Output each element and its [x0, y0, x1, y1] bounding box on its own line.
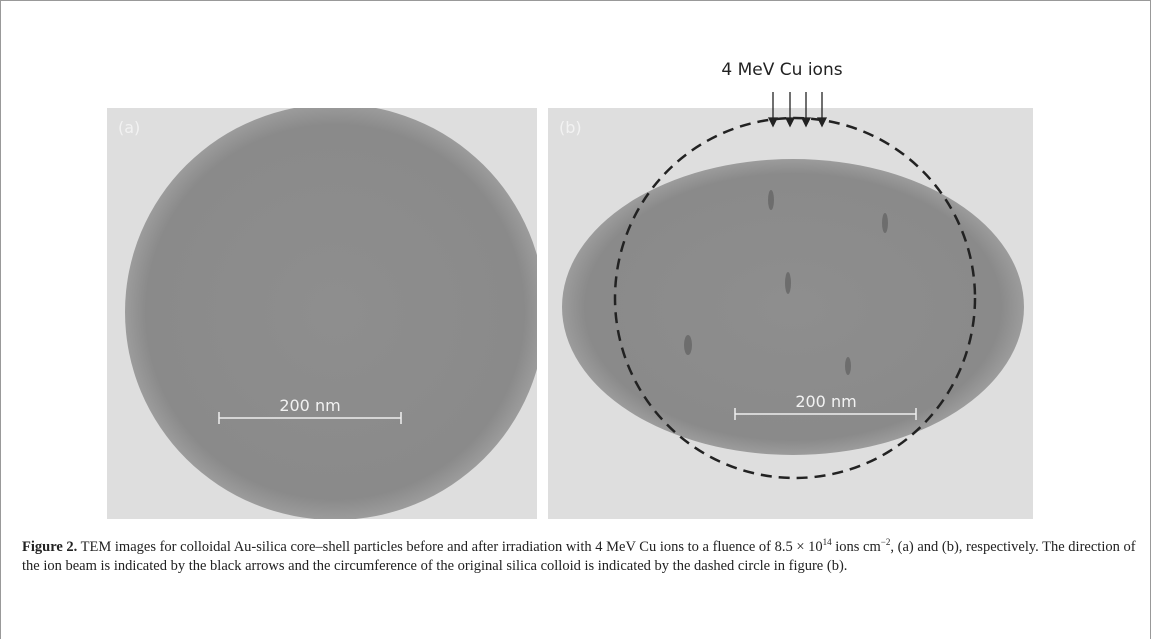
caption-exponent: −2	[881, 537, 891, 547]
page: (a) 200 nm (b) 200 nm 4 MeV Cu ions Figu…	[0, 0, 1153, 639]
panel-b: (b) 200 nm	[548, 108, 1033, 519]
caption-exponent: 14	[823, 537, 832, 547]
beam-label: 4 MeV Cu ions	[721, 60, 842, 80]
au-core	[882, 213, 888, 233]
particle	[125, 104, 545, 520]
au-core	[845, 357, 851, 375]
figure: (a) 200 nm (b) 200 nm 4 MeV Cu ions	[0, 0, 1153, 530]
panel-label: (b)	[559, 118, 582, 137]
particle	[562, 159, 1024, 455]
panel-a: (a) 200 nm	[107, 104, 545, 520]
caption-label: Figure 2.	[22, 539, 77, 555]
caption-text: ions cm	[832, 539, 881, 555]
au-core	[785, 272, 791, 294]
scale-label: 200 nm	[279, 396, 340, 415]
au-core	[768, 190, 774, 210]
caption: Figure 2. TEM images for colloidal Au-si…	[22, 538, 1137, 576]
caption-text: TEM images for colloidal Au-silica core–…	[77, 539, 822, 555]
au-core	[684, 335, 692, 355]
scale-label: 200 nm	[795, 392, 856, 411]
panel-label: (a)	[118, 118, 140, 137]
